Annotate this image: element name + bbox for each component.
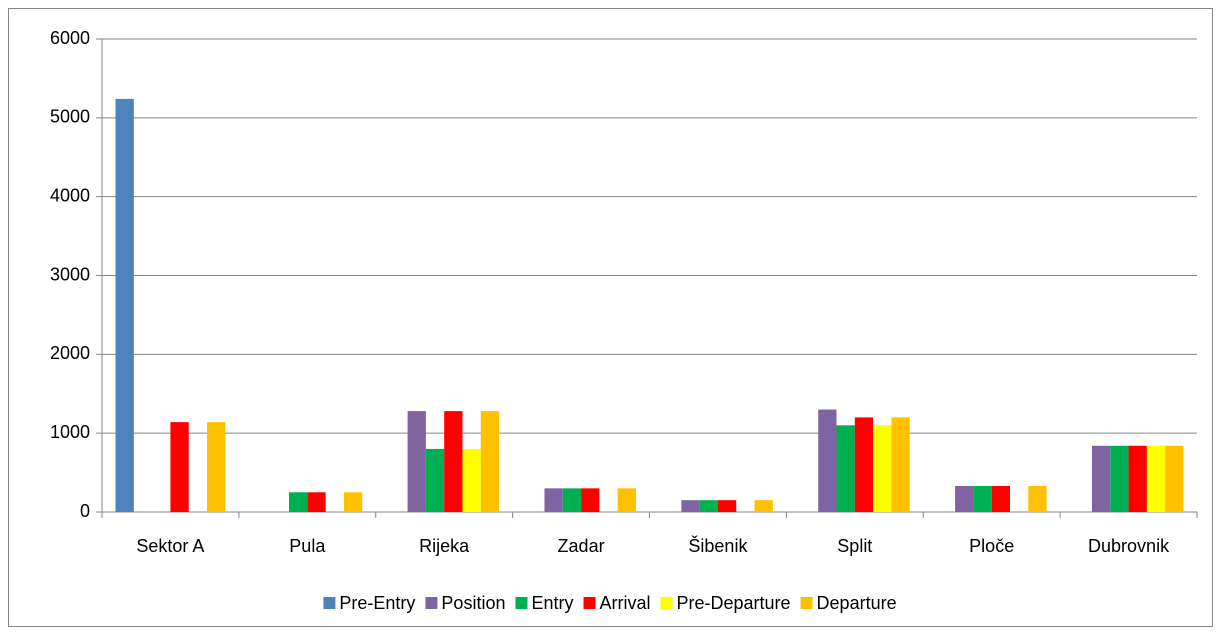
y-tick-label: 1000 — [50, 422, 90, 442]
x-tick-label: Dubrovnik — [1088, 536, 1170, 556]
bar — [991, 485, 1010, 512]
bar — [562, 488, 582, 512]
legend-label: Pre-Departure — [677, 593, 791, 613]
y-tick-label: 4000 — [50, 185, 90, 205]
bar — [818, 409, 837, 512]
bar — [754, 500, 773, 512]
bar — [444, 411, 463, 512]
legend-swatch — [660, 597, 673, 609]
y-tick-label: 6000 — [50, 28, 90, 48]
chart-border — [8, 8, 1213, 627]
legend-swatch — [323, 597, 336, 609]
x-tick-label: Sektor A — [136, 536, 204, 556]
bar — [681, 500, 700, 512]
bar — [891, 417, 910, 512]
bar — [1165, 445, 1184, 512]
bar — [955, 485, 974, 512]
legend-swatch — [425, 597, 438, 609]
bar — [289, 492, 308, 512]
x-tick-label: Split — [837, 536, 872, 556]
bar — [854, 417, 874, 512]
bar — [1146, 445, 1166, 512]
y-tick-label: 5000 — [50, 107, 90, 127]
y-tick-label: 3000 — [50, 264, 90, 284]
bar — [973, 485, 992, 512]
x-tick-label: Ploče — [969, 536, 1014, 556]
x-tick-label: Zadar — [558, 536, 605, 556]
bar — [207, 422, 226, 512]
legend-swatch — [583, 597, 596, 609]
bar — [836, 425, 855, 512]
bar — [170, 422, 189, 512]
bar — [1110, 445, 1129, 512]
bar — [407, 411, 426, 512]
bar — [462, 448, 481, 512]
bar — [873, 425, 892, 512]
bar — [343, 492, 363, 512]
x-tick-label: Pula — [289, 536, 326, 556]
legend-label: Departure — [817, 593, 897, 613]
x-tick-label: Šibenik — [688, 535, 748, 556]
bar — [581, 488, 600, 512]
legend-label: Entry — [531, 593, 573, 613]
legend-label: Position — [441, 593, 505, 613]
bar — [699, 500, 718, 512]
y-tick-label: 2000 — [50, 343, 90, 363]
bar — [115, 98, 134, 512]
y-tick-label: 0 — [80, 501, 90, 521]
bar — [1091, 445, 1111, 512]
bar — [1128, 445, 1147, 512]
legend-swatch — [515, 597, 528, 609]
x-tick-label: Rijeka — [419, 536, 470, 556]
bar — [307, 492, 326, 512]
legend-swatch — [800, 597, 813, 609]
bar — [480, 411, 500, 512]
bar — [617, 488, 636, 512]
bar — [1028, 485, 1047, 512]
bar — [717, 500, 737, 512]
legend-label: Pre-Entry — [339, 593, 415, 613]
bar — [544, 488, 563, 512]
legend-label: Arrival — [599, 593, 650, 613]
bar — [425, 448, 445, 512]
